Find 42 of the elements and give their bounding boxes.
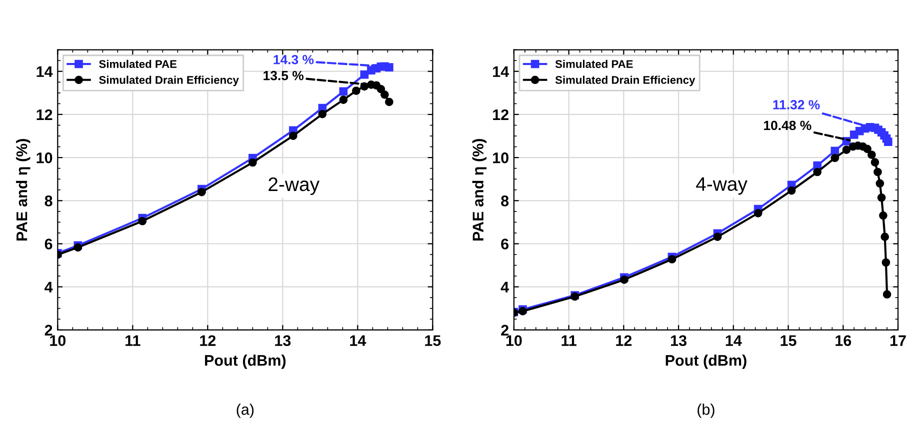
legend-label: Simulated Drain Efficiency (555, 76, 696, 86)
y-tick-label: 4 (44, 282, 53, 292)
y-tick-label: 10 (493, 152, 508, 164)
y-tick-label: 6 (44, 238, 52, 250)
legend-label: Simulated PAE (555, 60, 633, 68)
annotation: 14.3 % (274, 54, 314, 64)
y-tick-label: 4 (500, 282, 509, 292)
x-tick-label: 16 (836, 335, 852, 346)
annotation: 10.48 % (764, 120, 812, 130)
y-tick-label: 12 (36, 109, 52, 120)
y-tick-label: 2 (44, 324, 52, 336)
y-tick-label: 14 (36, 66, 53, 77)
x-axis-title: Pout (dBm) (205, 354, 286, 369)
y-tick-label: 2 (501, 324, 508, 336)
legend-label: Simulated Drain Efficiency (99, 76, 239, 86)
x-tick-label: 14 (726, 335, 742, 346)
y-axis-title: PAE and η (%) (472, 139, 487, 240)
y-tick-label: 12 (493, 109, 508, 120)
x-tick-label: 13 (671, 335, 686, 346)
x-tick-label: 13 (275, 335, 291, 346)
annotation: 2-way (268, 177, 320, 196)
x-tick-label: 12 (200, 335, 216, 346)
annotation: 13.5 % (264, 70, 304, 80)
x-tick-label: 14 (350, 335, 366, 346)
y-tick-label: 8 (501, 196, 509, 206)
x-axis-title: Pout (dBm) (666, 354, 746, 369)
x-tick-label: 15 (425, 335, 441, 346)
y-tick-label: 14 (493, 66, 509, 77)
x-tick-label: 15 (780, 335, 796, 346)
x-tick-label: 17 (890, 335, 906, 346)
y-axis-title: PAE and η (%) (16, 139, 30, 240)
legend-label: Simulated PAE (99, 60, 177, 68)
x-tick-label: 12 (616, 335, 632, 346)
text: (a) (236, 404, 254, 418)
x-tick-label: 11 (562, 335, 576, 346)
annotation: 4-way (696, 177, 748, 195)
y-tick-label: 8 (44, 196, 52, 206)
x-tick-label: 11 (126, 335, 140, 346)
text: (b) (698, 404, 714, 418)
y-tick-label: 6 (501, 238, 509, 250)
annotation: 11.32 % (773, 100, 820, 110)
y-tick-label: 10 (36, 152, 52, 164)
